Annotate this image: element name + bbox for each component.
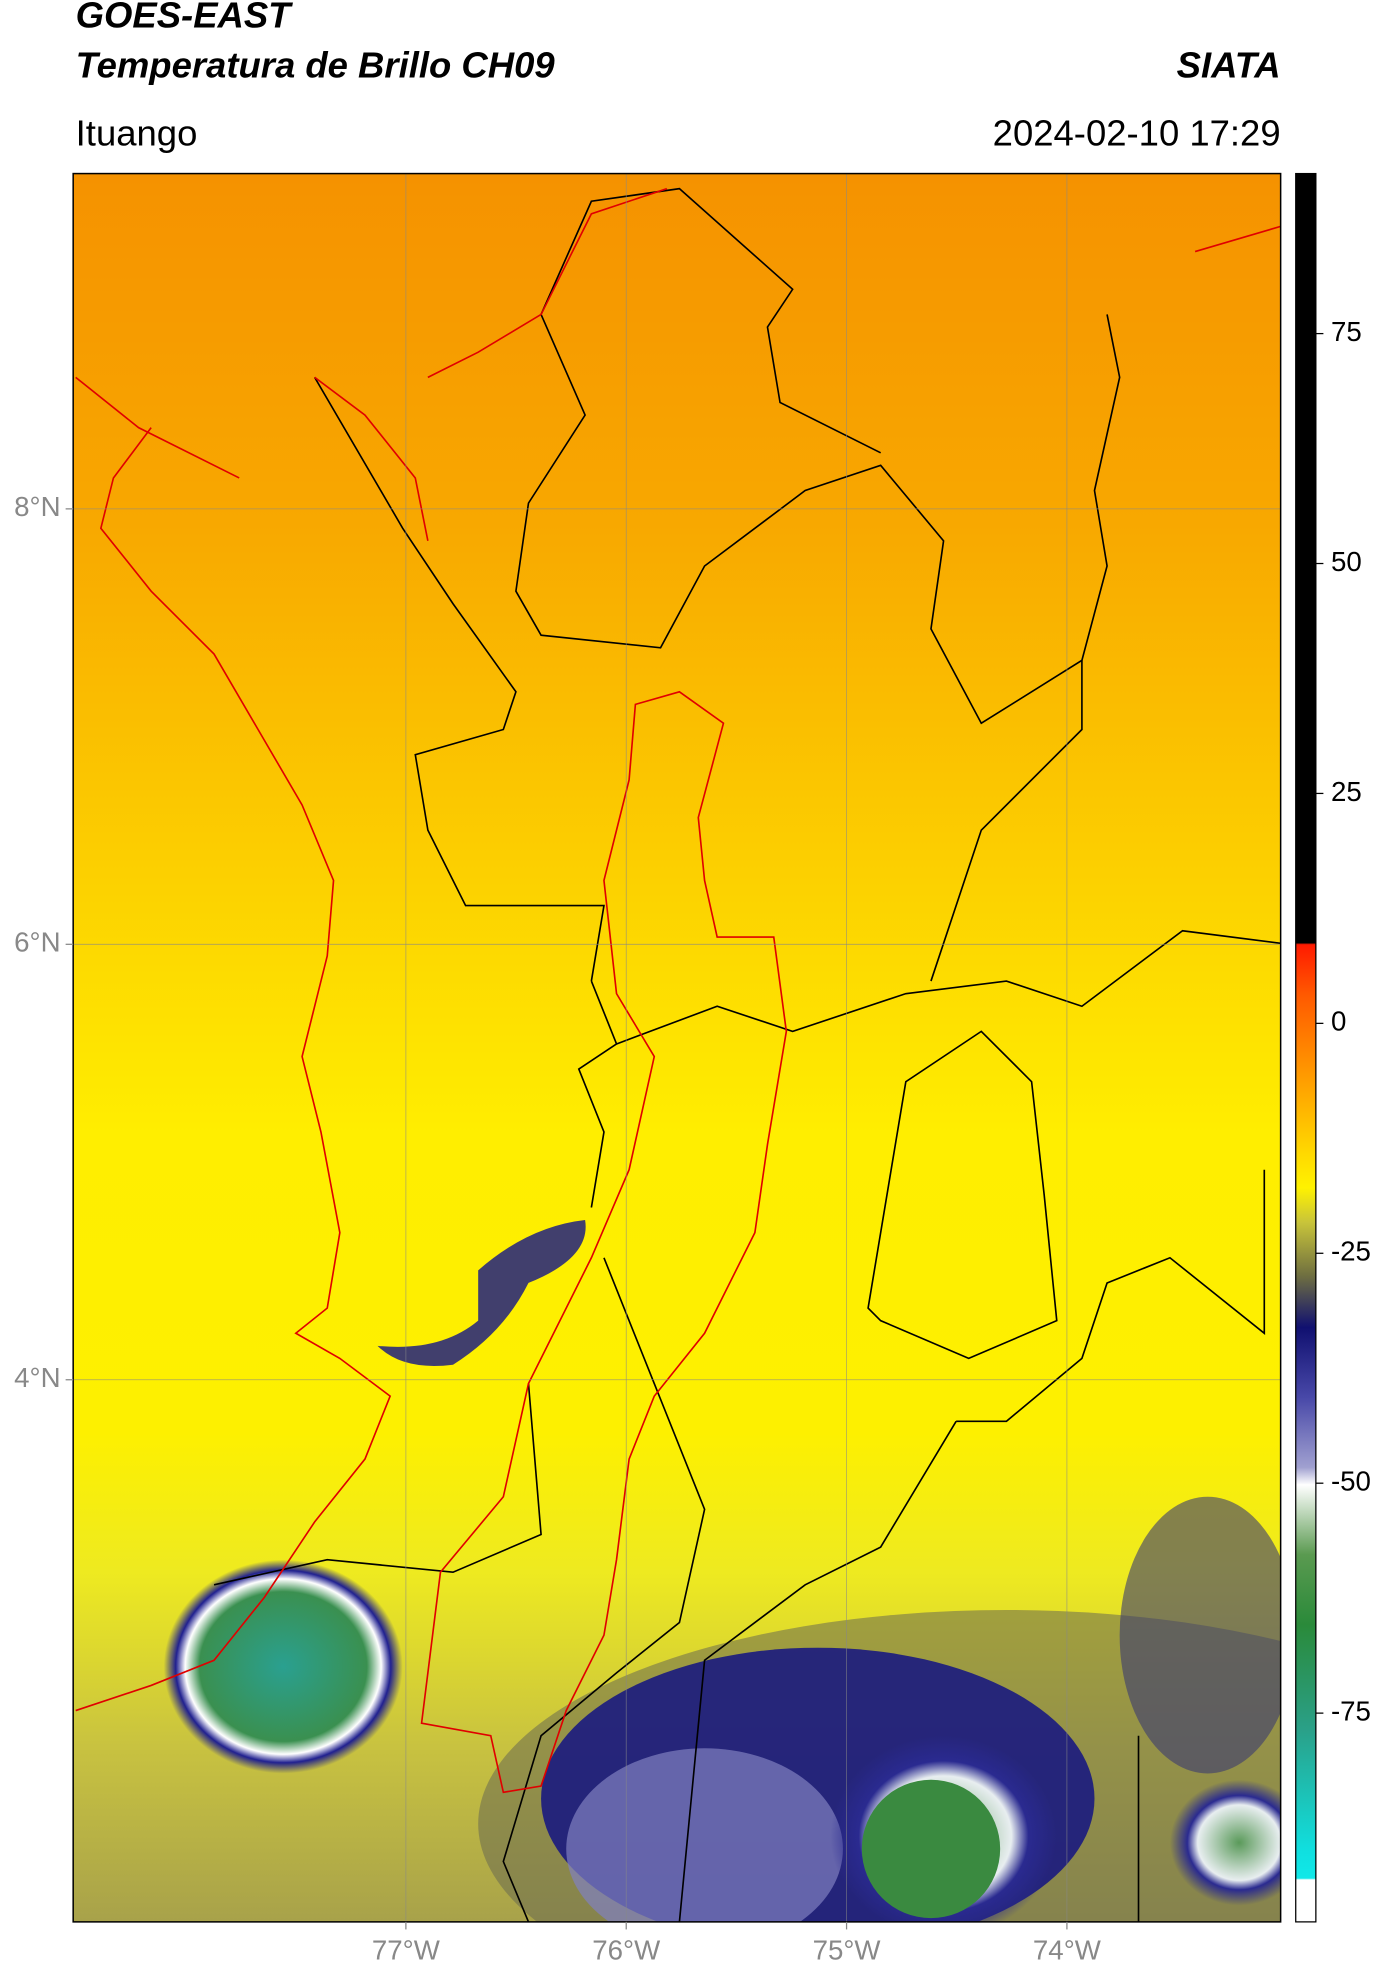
source: SIATA xyxy=(1177,45,1281,86)
colorbar-tick-label: -75 xyxy=(1331,1695,1371,1726)
colorbar-tick-label: 0 xyxy=(1331,1006,1346,1037)
colorbar-tick-label: 25 xyxy=(1331,776,1362,807)
timestamp: 2024-02-10 17:29 xyxy=(993,112,1281,153)
colorbar-tick-label: -50 xyxy=(1331,1466,1371,1497)
colorbar-tick-label: 50 xyxy=(1331,546,1362,577)
location: Ituango xyxy=(76,112,198,153)
y-tick-label: 4°N xyxy=(14,1362,60,1393)
x-tick-label: 75°W xyxy=(813,1934,882,1965)
colorbar-tick-label: 75 xyxy=(1331,316,1362,347)
y-tick-label: 6°N xyxy=(14,927,60,958)
plot-frame xyxy=(72,172,1282,1923)
x-tick-label: 77°W xyxy=(372,1934,441,1965)
map-image xyxy=(73,173,1281,1922)
grid xyxy=(73,173,1281,1922)
colorbar xyxy=(1295,172,1317,1923)
x-tick-label: 76°W xyxy=(592,1934,661,1965)
title: GOES-EAST xyxy=(76,0,294,35)
subtitle: Temperatura de Brillo CH09 xyxy=(76,45,556,86)
x-tick-label: 74°W xyxy=(1033,1934,1102,1965)
colorbar-tick-label: -25 xyxy=(1331,1236,1371,1267)
y-tick-label: 8°N xyxy=(14,491,60,522)
